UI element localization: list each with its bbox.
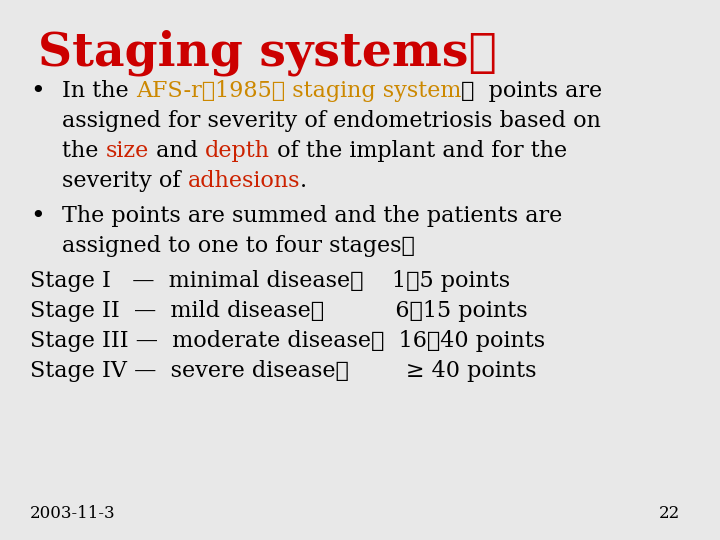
Text: severity of: severity of — [62, 170, 188, 192]
Text: In the: In the — [62, 80, 136, 102]
Text: 22: 22 — [659, 505, 680, 522]
Text: Stage IV —  severe disease，        ≥ 40 points: Stage IV — severe disease， ≥ 40 points — [30, 360, 536, 382]
Text: Stage I   —  minimal disease，    1～5 points: Stage I — minimal disease， 1～5 points — [30, 270, 510, 292]
Text: Stage III —  moderate disease，  16～40 points: Stage III — moderate disease， 16～40 poin… — [30, 330, 545, 352]
Text: .: . — [300, 170, 307, 192]
Text: the: the — [62, 140, 106, 162]
Text: and: and — [149, 140, 205, 162]
Text: assigned for severity of endometriosis based on: assigned for severity of endometriosis b… — [62, 110, 601, 132]
Text: Stage II  —  mild disease，          6～15 points: Stage II — mild disease， 6～15 points — [30, 300, 528, 322]
Text: The points are summed and the patients are: The points are summed and the patients a… — [62, 205, 562, 227]
Text: assigned to one to four stages：: assigned to one to four stages： — [62, 235, 415, 257]
Text: of the implant and for the: of the implant and for the — [270, 140, 567, 162]
Text: AFS-r（1985） staging system: AFS-r（1985） staging system — [136, 80, 461, 102]
Text: ，  points are: ， points are — [461, 80, 602, 102]
Text: adhesions: adhesions — [188, 170, 300, 192]
Text: •: • — [30, 205, 45, 228]
Text: size: size — [106, 140, 149, 162]
Text: depth: depth — [205, 140, 270, 162]
Text: •: • — [30, 80, 45, 103]
Text: 2003-11-3: 2003-11-3 — [30, 505, 116, 522]
Text: Staging systems：: Staging systems： — [38, 30, 497, 77]
